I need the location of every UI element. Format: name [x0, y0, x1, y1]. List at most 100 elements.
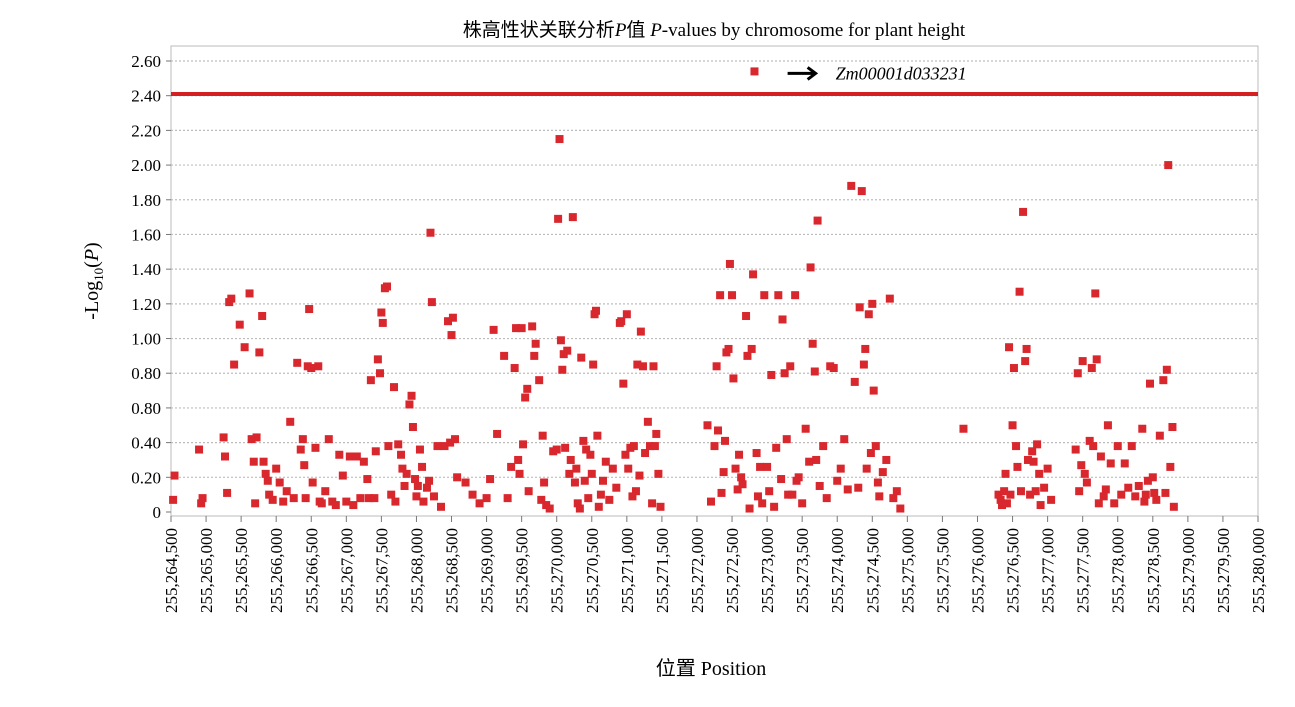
data-point	[788, 490, 797, 499]
data-point	[1148, 473, 1157, 482]
data-point	[493, 429, 502, 438]
data-point	[1023, 455, 1032, 464]
data-point	[528, 322, 537, 331]
data-point	[882, 455, 891, 464]
data-point	[996, 495, 1005, 504]
data-point	[650, 442, 659, 451]
data-point	[1101, 485, 1110, 494]
data-point	[540, 478, 549, 487]
data-point	[219, 433, 228, 442]
data-point	[859, 360, 868, 369]
x-tick-label: 255,277,000	[1039, 528, 1058, 613]
data-point	[765, 487, 774, 496]
data-point	[258, 311, 267, 320]
data-point	[580, 476, 589, 485]
data-point	[556, 336, 565, 345]
y-tick-label: 0.40	[131, 434, 161, 453]
data-point	[586, 450, 595, 459]
data-point	[772, 443, 781, 452]
data-point	[737, 473, 746, 482]
data-point	[422, 483, 431, 492]
data-point	[780, 369, 789, 378]
data-point	[342, 497, 351, 506]
data-point	[500, 351, 509, 360]
data-point	[1159, 376, 1168, 385]
x-tick-label: 255,272,500	[723, 528, 742, 613]
data-point	[324, 435, 333, 444]
y-tick-label: 2.40	[131, 87, 161, 106]
data-point	[573, 499, 582, 508]
data-point	[512, 324, 521, 333]
x-tick-label: 255,270,000	[548, 528, 567, 613]
data-point	[407, 391, 416, 400]
data-point	[425, 476, 434, 485]
data-point	[1028, 447, 1037, 456]
data-point	[349, 501, 358, 510]
data-point	[307, 364, 316, 373]
data-point	[555, 135, 564, 144]
data-point	[314, 362, 323, 371]
data-point	[753, 492, 762, 501]
data-point	[1071, 445, 1080, 454]
data-point	[710, 442, 719, 451]
data-point	[959, 424, 968, 433]
data-point	[743, 351, 752, 360]
data-point	[1085, 436, 1094, 445]
data-point	[384, 442, 393, 451]
data-point	[249, 457, 258, 466]
data-point	[1146, 379, 1155, 388]
data-point	[298, 435, 307, 444]
data-point	[1002, 499, 1011, 508]
data-point	[731, 464, 740, 473]
data-point	[641, 449, 650, 458]
data-point	[815, 481, 824, 490]
data-point	[510, 364, 519, 373]
x-tick-label: 255,267,500	[372, 528, 391, 613]
data-point	[706, 497, 715, 506]
data-point	[774, 291, 783, 300]
data-point	[1075, 487, 1084, 496]
x-tick-label: 255,275,000	[898, 528, 917, 613]
data-point	[1005, 343, 1014, 352]
data-point	[810, 367, 819, 376]
gene-annotation: Zm00001d033231	[787, 63, 967, 83]
data-point	[575, 504, 584, 513]
x-tick-label: 255,264,500	[162, 528, 181, 613]
data-point	[633, 360, 642, 369]
data-point	[584, 494, 593, 503]
data-point	[375, 369, 384, 378]
data-point	[896, 504, 905, 513]
data-point	[247, 435, 256, 444]
x-tick-label: 255,265,000	[197, 528, 216, 613]
data-point	[756, 462, 765, 471]
y-tick-label: 1.80	[131, 191, 161, 210]
data-point	[854, 483, 863, 492]
data-point	[331, 501, 340, 510]
data-point	[1091, 289, 1100, 298]
data-point	[1155, 431, 1164, 440]
data-point	[436, 502, 445, 511]
data-point	[517, 324, 526, 333]
y-tick-label: 0.80	[131, 399, 161, 418]
data-point	[537, 495, 546, 504]
data-point	[363, 475, 372, 484]
data-point	[240, 343, 249, 352]
data-point	[235, 320, 244, 329]
data-point	[1099, 492, 1108, 501]
data-point	[750, 67, 759, 76]
data-point	[805, 457, 814, 466]
data-point	[507, 462, 516, 471]
data-point	[321, 487, 330, 496]
data-point	[338, 471, 347, 480]
data-point	[878, 468, 887, 477]
data-point	[552, 445, 561, 454]
data-point	[801, 424, 810, 433]
data-point	[364, 494, 373, 503]
data-point	[426, 228, 435, 237]
data-point	[629, 442, 638, 451]
y-tick-label: 2.20	[131, 121, 161, 140]
data-point	[1031, 487, 1040, 496]
data-point	[1001, 469, 1010, 478]
data-point	[591, 306, 600, 315]
data-point	[622, 310, 631, 319]
